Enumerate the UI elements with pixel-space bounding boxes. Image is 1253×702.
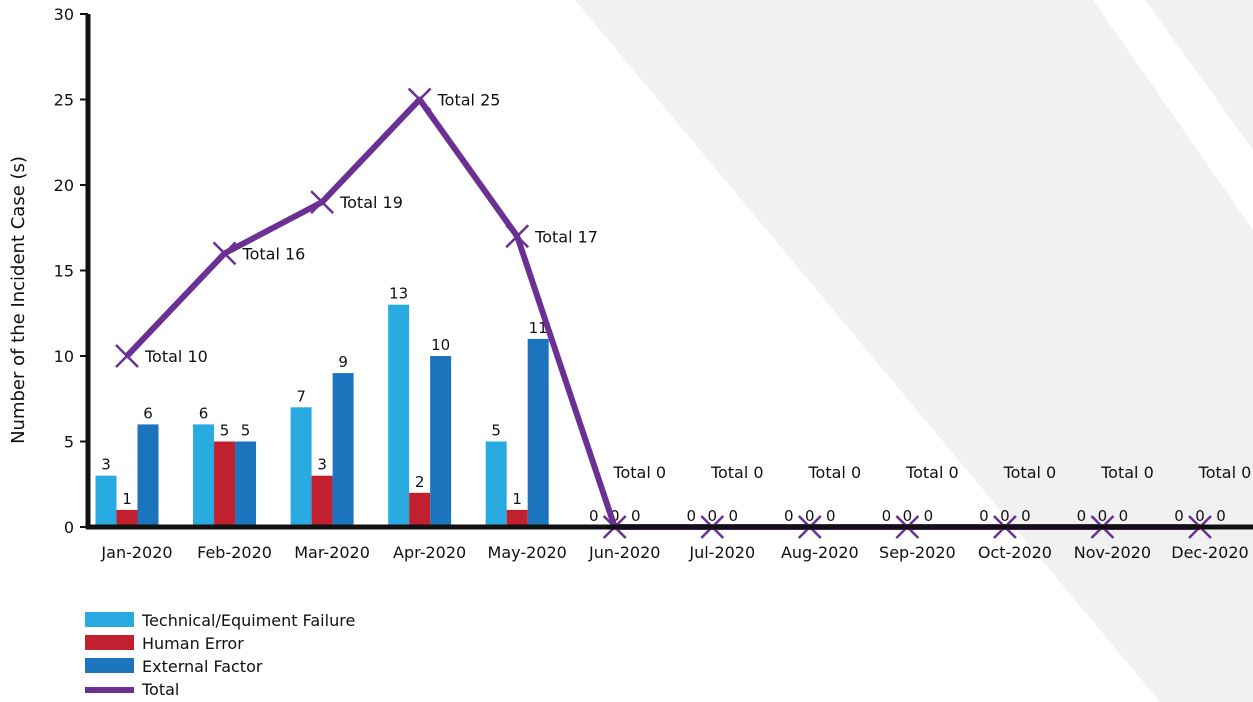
total-label: Total 0 xyxy=(1003,463,1057,482)
category-label: May-2020 xyxy=(488,543,567,562)
legend-label: Human Error xyxy=(142,634,244,653)
value-label: 5 xyxy=(241,422,251,440)
bar-3-apr-2020 xyxy=(430,356,452,527)
bar-2-apr-2020 xyxy=(409,492,431,527)
category-label: Sep-2020 xyxy=(879,543,956,562)
total-label: Total 19 xyxy=(339,193,403,212)
bar-1-apr-2020 xyxy=(388,304,410,527)
category-label: Apr-2020 xyxy=(393,543,466,562)
total-label: Total 16 xyxy=(242,244,306,263)
category-label: Mar-2020 xyxy=(294,543,370,562)
total-marker xyxy=(115,344,139,368)
bar-2-feb-2020 xyxy=(214,441,236,527)
category-label: Dec-2020 xyxy=(1171,543,1248,562)
legend-swatch xyxy=(85,612,134,627)
total-label: Total 0 xyxy=(1198,463,1252,482)
total-label: Total 0 xyxy=(612,463,666,482)
y-tick-label: 20 xyxy=(54,176,74,195)
legend-label: Technical/Equiment Failure xyxy=(141,611,355,630)
bar-3-may-2020 xyxy=(527,338,549,527)
value-label: 0 xyxy=(631,507,641,525)
total-marker xyxy=(310,190,334,214)
value-label: 5 xyxy=(220,422,230,440)
value-label: 3 xyxy=(317,456,327,474)
y-tick-label: 10 xyxy=(54,347,74,366)
category-label: Jan-2020 xyxy=(100,543,172,562)
value-label: 0 xyxy=(1077,507,1087,525)
category-label: Nov-2020 xyxy=(1074,543,1151,562)
value-label: 0 xyxy=(1098,507,1108,525)
value-label: 3 xyxy=(101,456,111,474)
total-label: Total 25 xyxy=(437,91,501,110)
value-label: 0 xyxy=(784,507,794,525)
legend-label: External Factor xyxy=(142,657,263,676)
total-label: Total 0 xyxy=(807,463,861,482)
bar-1-may-2020 xyxy=(485,441,507,527)
total-marker xyxy=(212,241,237,266)
value-label: 10 xyxy=(431,336,450,354)
bar-1-mar-2020 xyxy=(290,407,312,527)
bar-1-feb-2020 xyxy=(193,424,215,527)
value-label: 0 xyxy=(707,507,717,525)
value-label: 6 xyxy=(199,404,209,422)
value-label: 0 xyxy=(1174,507,1184,525)
value-label: 0 xyxy=(589,507,599,525)
y-tick-label: 30 xyxy=(54,5,74,24)
background-stripes xyxy=(575,0,1253,702)
y-tick-label: 25 xyxy=(54,91,74,110)
total-marker xyxy=(407,87,432,112)
value-label: 1 xyxy=(512,490,522,508)
value-label: 0 xyxy=(1000,507,1010,525)
bar-2-jan-2020 xyxy=(116,509,138,527)
bar-1-jan-2020 xyxy=(95,475,117,527)
total-label: Total 0 xyxy=(710,463,764,482)
y-axis-title: Number of the Incident Case (s) xyxy=(8,156,29,444)
value-label: 0 xyxy=(728,507,738,525)
value-label: 2 xyxy=(415,473,425,491)
value-label: 0 xyxy=(1216,507,1226,525)
bar-2-may-2020 xyxy=(506,509,528,527)
total-label: Total 0 xyxy=(1100,463,1154,482)
bar-2-mar-2020 xyxy=(311,475,333,527)
legend-swatch xyxy=(85,658,134,673)
value-label: 0 xyxy=(1195,507,1205,525)
total-label: Total 0 xyxy=(905,463,959,482)
value-label: 1 xyxy=(122,490,132,508)
bar-3-jan-2020 xyxy=(137,424,159,527)
legend-swatch xyxy=(85,687,134,693)
value-label: 0 xyxy=(1119,507,1129,525)
category-label: Jun-2020 xyxy=(588,543,661,562)
bar-3-feb-2020 xyxy=(235,441,257,527)
legend-swatch xyxy=(85,635,134,650)
value-label: 7 xyxy=(296,387,306,405)
value-label: 0 xyxy=(610,507,620,525)
value-label: 0 xyxy=(903,507,913,525)
value-label: 5 xyxy=(491,422,501,440)
category-label: Feb-2020 xyxy=(197,543,272,562)
value-label: 0 xyxy=(686,507,696,525)
total-label: Total 10 xyxy=(144,347,208,366)
value-label: 9 xyxy=(338,353,348,371)
legend-label: Total xyxy=(141,680,179,699)
bar-3-mar-2020 xyxy=(332,373,354,527)
total-marker xyxy=(505,224,530,249)
value-label: 11 xyxy=(529,319,548,337)
value-label: 6 xyxy=(143,404,153,422)
value-label: 0 xyxy=(1021,507,1031,525)
y-tick-label: 0 xyxy=(64,518,74,537)
value-label: 0 xyxy=(979,507,989,525)
category-label: Oct-2020 xyxy=(978,543,1052,562)
y-tick-label: 15 xyxy=(54,262,74,281)
value-label: 13 xyxy=(389,285,408,303)
category-label: Aug-2020 xyxy=(781,543,859,562)
value-label: 0 xyxy=(882,507,892,525)
y-tick-label: 5 xyxy=(64,433,74,452)
value-label: 0 xyxy=(805,507,815,525)
value-label: 0 xyxy=(924,507,934,525)
value-label: 0 xyxy=(826,507,836,525)
total-label: Total 17 xyxy=(534,227,598,246)
category-label: Jul-2020 xyxy=(688,543,755,562)
